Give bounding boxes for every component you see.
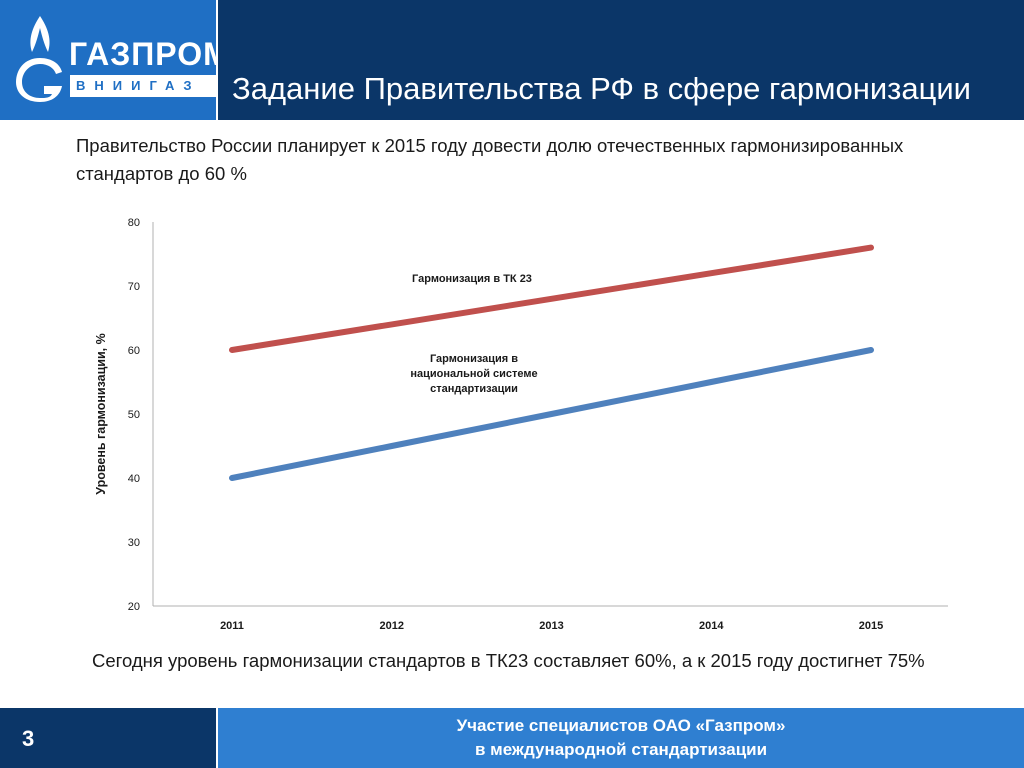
footer-caption-block: Участие специалистов ОАО «Газпром» в меж… (218, 708, 1024, 768)
y-tick-label: 20 (128, 601, 140, 613)
series-annotation-2: национальной системе (410, 368, 537, 380)
y-tick-label: 50 (128, 409, 140, 421)
gazprom-flame-icon (16, 16, 62, 102)
y-tick-label: 60 (128, 345, 140, 357)
page-number: 3 (22, 726, 35, 751)
y-tick-label: 30 (128, 537, 140, 549)
intro-text: Правительство России планирует к 2015 го… (76, 135, 904, 184)
summary-text: Сегодня уровень гармонизации стандартов … (92, 650, 925, 671)
series-annotation-2: Гармонизация в (430, 353, 518, 365)
footer-line-2: в международной стандартизации (474, 740, 768, 759)
footer-page-block: 3 (0, 708, 216, 768)
series-line-2 (229, 347, 874, 481)
header-divider (216, 0, 218, 120)
x-tick-label: 2013 (539, 620, 563, 632)
y-axis-title: Уровень гармонизации, % (94, 333, 108, 494)
y-tick-label: 80 (128, 217, 140, 229)
footer-line-1: Участие специалистов ОАО «Газпром» (456, 716, 786, 735)
title-bar: Задание Правительства РФ в сфере гармони… (218, 0, 1024, 120)
page-title: Задание Правительства РФ в сфере гармони… (232, 71, 971, 106)
series-annotation-1: Гармонизация в ТК 23 (412, 273, 532, 285)
y-tick-label: 70 (128, 281, 140, 293)
footer-caption: Участие специалистов ОАО «Газпром» в меж… (218, 714, 1024, 762)
brand-subname: ВНИИГАЗ (70, 75, 220, 97)
brand-name: ГАЗПРОМ (69, 36, 231, 72)
series-line-1 (229, 244, 874, 353)
y-tick-label: 40 (128, 473, 140, 485)
footer-divider (216, 708, 218, 768)
x-tick-label: 2015 (859, 620, 883, 632)
x-tick-label: 2011 (220, 620, 244, 632)
harmonization-line-chart: 20 30 40 50 60 70 80 2011 2012 2013 2014 2015 Уровен… (94, 217, 948, 632)
series-annotation-2: стандартизации (430, 383, 518, 395)
x-tick-label: 2012 (380, 620, 404, 632)
logo-block: ГАЗПРОМ ВНИИГАЗ (0, 0, 230, 120)
x-tick-label: 2014 (699, 620, 724, 632)
